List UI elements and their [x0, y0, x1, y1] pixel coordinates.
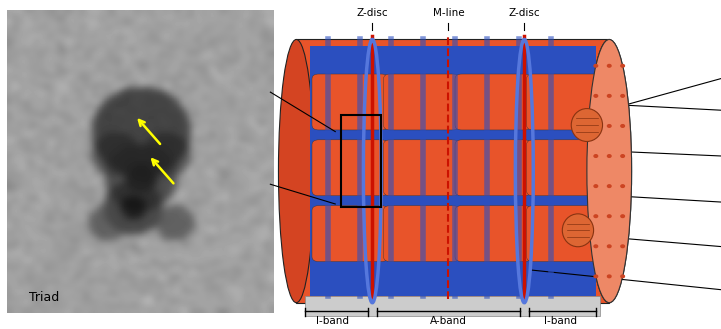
Bar [310, 46, 596, 296]
Bar [305, 296, 601, 316]
Text: Z-disc: Z-disc [508, 8, 540, 18]
FancyBboxPatch shape [526, 74, 603, 130]
Circle shape [594, 215, 598, 217]
Text: Triad: Triad [29, 291, 59, 304]
Bar [341, 115, 381, 207]
Ellipse shape [587, 39, 632, 303]
FancyBboxPatch shape [384, 74, 459, 130]
Circle shape [621, 215, 624, 217]
Circle shape [608, 215, 611, 217]
FancyBboxPatch shape [312, 140, 388, 196]
Circle shape [608, 275, 611, 278]
Ellipse shape [278, 39, 314, 303]
Circle shape [608, 155, 611, 157]
Text: Sarcoplasmic
reticulum: Sarcoplasmic reticulum [545, 147, 721, 169]
Ellipse shape [571, 109, 603, 141]
Circle shape [608, 64, 611, 67]
Circle shape [621, 245, 624, 248]
Circle shape [621, 125, 624, 127]
Ellipse shape [562, 214, 593, 247]
Text: I-band: I-band [544, 316, 577, 326]
Circle shape [621, 94, 624, 97]
Bar [296, 39, 609, 303]
Circle shape [621, 64, 624, 67]
Text: A-band: A-band [430, 316, 466, 326]
Circle shape [608, 125, 611, 127]
Circle shape [594, 94, 598, 97]
FancyBboxPatch shape [455, 74, 531, 130]
Ellipse shape [587, 39, 632, 303]
Circle shape [594, 125, 598, 127]
Circle shape [621, 185, 624, 188]
Text: I-band: I-band [316, 316, 348, 326]
Text: T-tubule: T-tubule [531, 270, 721, 298]
FancyBboxPatch shape [455, 206, 531, 262]
Text: Mitochondrion: Mitochondrion [603, 61, 721, 111]
Text: Sarcolemma: Sarcolemma [608, 237, 721, 255]
FancyBboxPatch shape [384, 206, 459, 262]
Text: Terminal
cisternae: Terminal cisternae [531, 191, 721, 215]
FancyBboxPatch shape [526, 140, 603, 196]
Circle shape [608, 94, 611, 97]
FancyBboxPatch shape [312, 206, 388, 262]
Circle shape [594, 275, 598, 278]
FancyBboxPatch shape [312, 74, 388, 130]
Circle shape [621, 275, 624, 278]
Circle shape [594, 155, 598, 157]
Circle shape [594, 64, 598, 67]
Circle shape [608, 185, 611, 188]
FancyBboxPatch shape [384, 140, 459, 196]
Text: M-line: M-line [433, 8, 464, 18]
Circle shape [608, 245, 611, 248]
Circle shape [621, 155, 624, 157]
Circle shape [594, 185, 598, 188]
Text: Myofibril: Myofibril [567, 102, 721, 117]
Circle shape [594, 245, 598, 248]
Text: Z-disc: Z-disc [356, 8, 388, 18]
FancyBboxPatch shape [455, 140, 531, 196]
FancyBboxPatch shape [526, 206, 603, 262]
